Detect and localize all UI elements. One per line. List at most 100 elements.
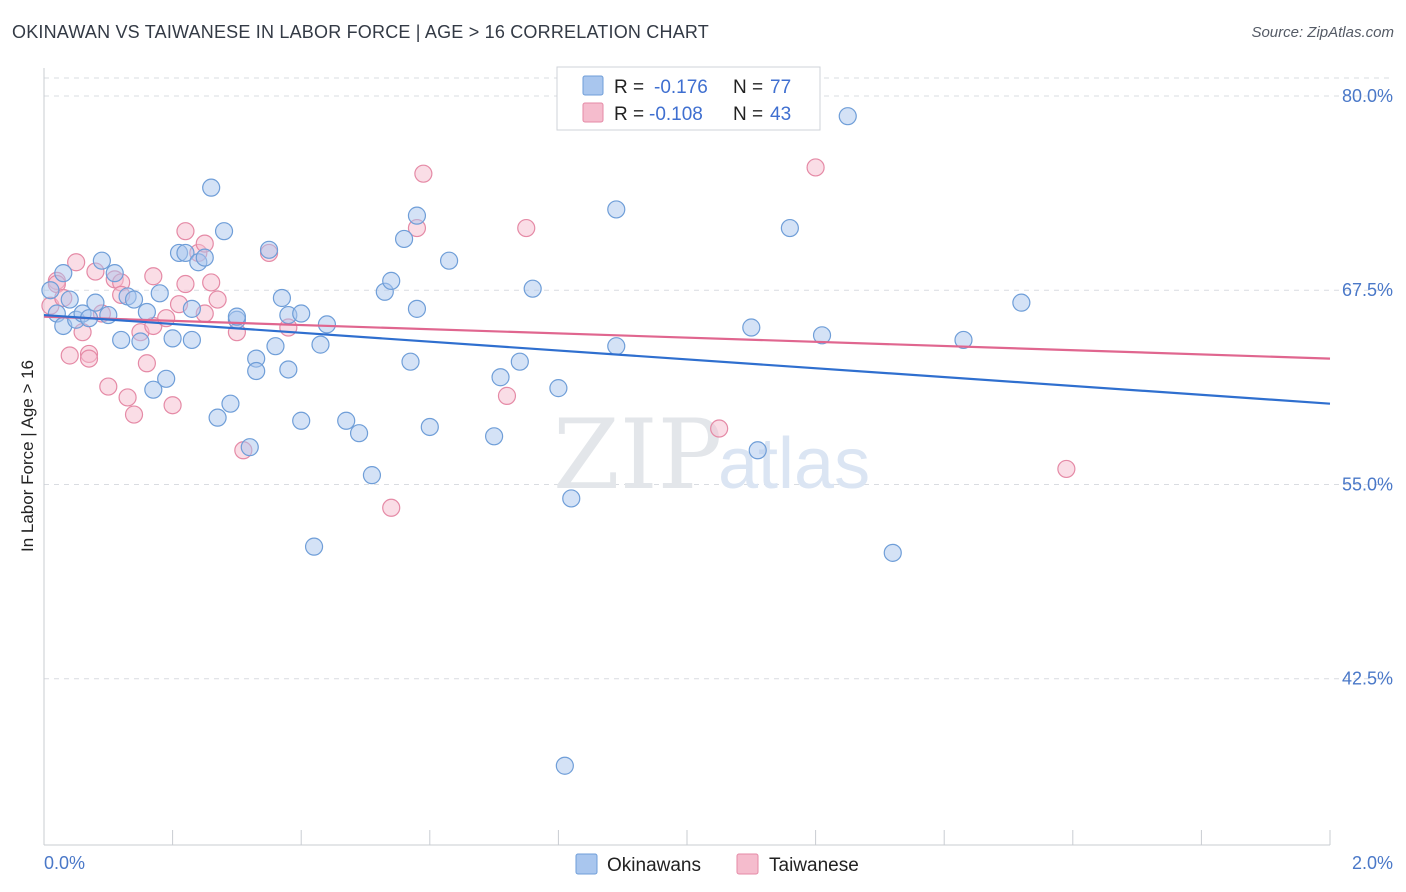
okinawan-point xyxy=(337,411,356,430)
okinawan-point xyxy=(838,107,857,126)
taiwanese-point xyxy=(124,405,144,424)
legend-n-label-2: N = xyxy=(733,104,763,125)
x-tick-label-min: 0.0% xyxy=(44,853,85,873)
taiwanese-trend-line xyxy=(43,315,1331,360)
y-axis-tick-labels: 42.5% 55.0% 67.5% 80.0% xyxy=(1342,86,1393,689)
correlation-legend: R = -0.176 N = 77 R = -0.108 N = 43 xyxy=(556,66,821,131)
okinawan-point xyxy=(259,240,279,259)
taiwanese-point xyxy=(137,354,156,373)
legend-r-value-2: -0.108 xyxy=(649,104,703,125)
x-tick-label-max: 2.0% xyxy=(1352,853,1393,873)
okinawan-point xyxy=(748,441,767,460)
okinawan-point xyxy=(555,756,574,775)
taiwanese-point xyxy=(382,498,401,517)
okinawan-points xyxy=(41,107,1031,775)
taiwanese-point xyxy=(497,386,517,405)
trend-lines xyxy=(43,313,1331,405)
source-label: Source: ZipAtlas.com xyxy=(1251,24,1394,41)
okinawan-point xyxy=(292,304,311,323)
okinawan-point xyxy=(202,178,221,197)
okinawan-point xyxy=(221,394,240,413)
okinawan-point xyxy=(144,380,163,399)
okinawan-point xyxy=(1012,293,1031,312)
legend-n-value-1: 77 xyxy=(770,77,791,98)
okinawan-point xyxy=(266,337,285,356)
okinawan-point xyxy=(92,251,111,270)
okinawan-point xyxy=(742,318,761,337)
okinawan-point xyxy=(883,543,902,562)
taiwanese-point xyxy=(144,267,163,286)
legend-n-value-2: 43 xyxy=(770,104,791,125)
okinawan-point xyxy=(240,438,259,457)
okinawan-point xyxy=(401,352,420,371)
okinawan-point xyxy=(195,248,214,267)
taiwanese-point xyxy=(60,346,79,365)
okinawan-point xyxy=(382,271,401,290)
okinawan-point xyxy=(523,279,542,298)
taiwanese-point xyxy=(806,158,825,177)
y-tick-label: 80.0% xyxy=(1342,86,1393,106)
okinawan-point xyxy=(562,489,581,508)
taiwanese-point xyxy=(176,222,195,241)
chart-title: OKINAWAN VS TAIWANESE IN LABOR FORCE | A… xyxy=(12,22,709,42)
okinawan-point xyxy=(176,243,195,263)
y-tick-label: 55.0% xyxy=(1342,474,1393,494)
okinawan-point xyxy=(131,332,150,351)
okinawan-point xyxy=(105,264,124,283)
taiwanese-point xyxy=(79,349,99,368)
taiwanese-point xyxy=(710,419,729,438)
taiwanese-point xyxy=(163,396,182,415)
legend-swatch-taiwanese xyxy=(582,102,604,123)
okinawan-point xyxy=(311,335,330,354)
okinawan-point xyxy=(362,466,382,485)
okinawan-point xyxy=(292,411,311,430)
okinawan-point xyxy=(247,361,266,381)
watermark-zip: ZIP xyxy=(553,399,722,511)
okinawan-point xyxy=(182,330,201,350)
okinawan-point xyxy=(182,299,201,318)
okinawan-point xyxy=(60,290,79,309)
okinawan-point xyxy=(607,337,626,356)
y-tick-label: 42.5% xyxy=(1342,669,1393,689)
legend-r-label-1: R = xyxy=(614,77,644,98)
okinawan-point xyxy=(157,369,176,388)
y-tick-label: 67.5% xyxy=(1342,280,1393,300)
series-legend: Okinawans Taiwanese xyxy=(575,853,859,876)
okinawan-point xyxy=(491,368,510,387)
okinawan-point xyxy=(150,284,169,303)
okinawan-point xyxy=(812,326,832,345)
taiwanese-point xyxy=(208,290,227,309)
taiwanese-point xyxy=(67,253,86,272)
okinawan-point xyxy=(420,417,439,437)
okinawan-point xyxy=(163,329,182,348)
okinawan-point xyxy=(227,307,246,326)
okinawan-point xyxy=(214,222,234,241)
taiwanese-point xyxy=(176,274,195,294)
okinawan-point xyxy=(112,330,131,350)
taiwanese-point xyxy=(99,377,118,396)
okinawan-point xyxy=(607,200,626,219)
okinawan-point xyxy=(208,408,227,427)
series-legend-label-taiwanese: Taiwanese xyxy=(769,855,859,876)
x-axis-ticks xyxy=(172,830,1331,845)
okinawan-point xyxy=(304,537,324,556)
okinawan-point xyxy=(407,299,427,318)
okinawan-point xyxy=(349,424,369,443)
okinawan-point xyxy=(41,281,60,300)
legend-n-label-1: N = xyxy=(733,77,763,98)
okinawan-point xyxy=(510,352,529,371)
series-legend-swatch-taiwanese xyxy=(736,853,759,875)
okinawan-point xyxy=(780,218,799,238)
series-legend-swatch-okinawans xyxy=(575,853,598,875)
taiwanese-point xyxy=(517,218,536,238)
grid-lines xyxy=(44,77,1393,680)
okinawan-point xyxy=(279,360,298,379)
okinawan-point xyxy=(54,264,73,283)
okinawan-point xyxy=(394,229,414,249)
legend-r-label-2: R = xyxy=(614,104,644,125)
watermark-atlas: atlas xyxy=(718,424,870,504)
okinawan-point xyxy=(407,206,427,225)
okinawan-point xyxy=(549,379,568,398)
okinawan-point xyxy=(317,315,337,334)
